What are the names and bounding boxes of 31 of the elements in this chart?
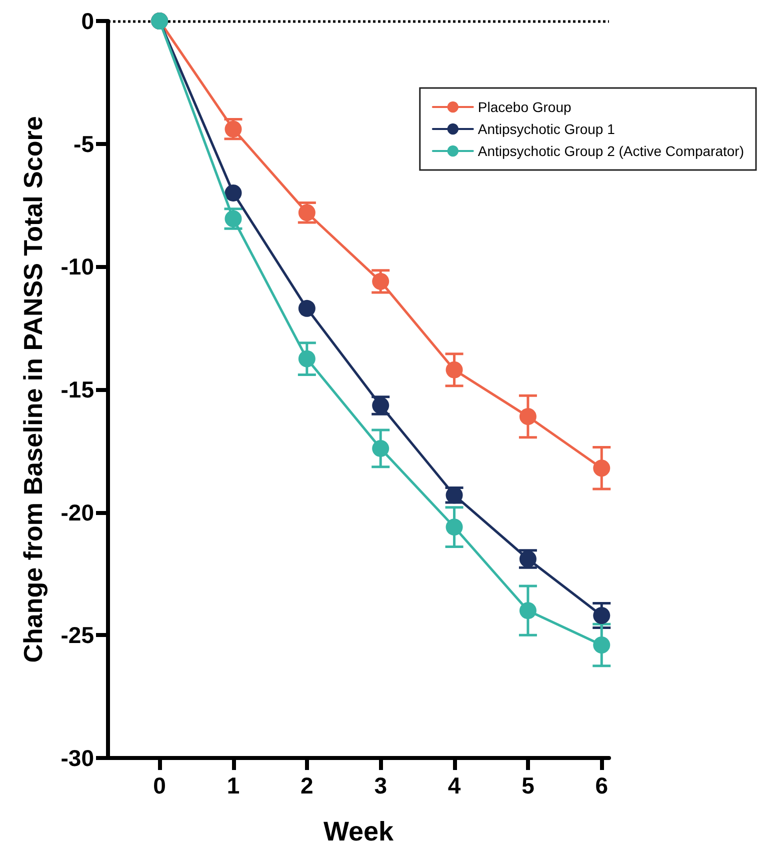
x-tick-label: 6 (595, 772, 608, 798)
y-tick-label: -25 (60, 622, 94, 648)
point (519, 602, 536, 620)
x-tick-label: 2 (300, 772, 314, 798)
y-tick-label: -30 (60, 745, 94, 771)
point (593, 636, 610, 654)
x-axis-title: Week (323, 816, 395, 846)
y-tick-label: 0 (81, 8, 94, 34)
y-tick-label: -5 (74, 130, 94, 157)
point (593, 607, 610, 624)
point (519, 408, 536, 426)
x-tick-label: 0 (153, 772, 166, 798)
point (298, 300, 316, 317)
legend-label: Placebo Group (478, 99, 572, 115)
point (372, 272, 390, 290)
x-tick-label: 4 (448, 772, 461, 798)
x-tick-label: 3 (374, 772, 387, 798)
y-tick-label: -15 (60, 376, 94, 402)
point (446, 361, 463, 378)
y-axis-title: Change from Baseline in PANSS Total Score (18, 116, 48, 663)
y-tick-label: -20 (60, 499, 94, 526)
x-tick-label: 5 (522, 772, 535, 798)
point (593, 460, 610, 477)
point (372, 440, 390, 457)
x-tick-label: 1 (226, 772, 240, 798)
y-tick-label: -10 (60, 254, 94, 280)
point (224, 184, 242, 202)
legend-label: Antipsychotic Group 2 (Active Comparator) (478, 143, 744, 159)
point (298, 350, 316, 368)
legend-label: Antipsychotic Group 1 (478, 121, 616, 137)
point (446, 518, 463, 536)
